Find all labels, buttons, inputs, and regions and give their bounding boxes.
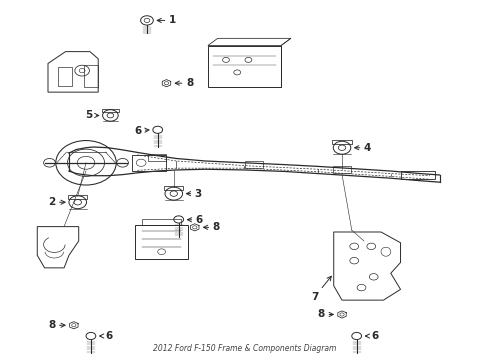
Bar — [142, 220, 181, 225]
Bar — [83, 65, 98, 87]
Text: 8: 8 — [317, 310, 333, 319]
Text: 8: 8 — [203, 222, 220, 232]
Text: 6: 6 — [100, 331, 113, 341]
Bar — [207, 45, 281, 87]
Bar — [332, 166, 350, 173]
Bar — [58, 67, 72, 86]
Text: 2012 Ford F-150 Frame & Components Diagram: 2012 Ford F-150 Frame & Components Diagr… — [152, 344, 336, 353]
Bar — [400, 171, 434, 179]
Bar — [102, 109, 119, 112]
Text: 3: 3 — [186, 189, 202, 199]
Bar — [148, 154, 165, 161]
Bar — [68, 195, 87, 199]
Bar — [245, 161, 263, 168]
Bar — [164, 186, 183, 190]
Text: 4: 4 — [354, 143, 370, 153]
Text: 7: 7 — [310, 276, 331, 302]
Bar — [135, 225, 188, 259]
Bar — [332, 140, 351, 144]
Text: 2: 2 — [48, 197, 65, 207]
Text: 1: 1 — [157, 15, 176, 26]
Text: 8: 8 — [48, 320, 65, 330]
Text: 5: 5 — [85, 111, 99, 121]
Text: 6: 6 — [187, 215, 203, 225]
Text: 6: 6 — [134, 126, 149, 135]
Text: 6: 6 — [365, 331, 378, 341]
Bar — [132, 155, 166, 171]
Text: 8: 8 — [175, 78, 193, 88]
